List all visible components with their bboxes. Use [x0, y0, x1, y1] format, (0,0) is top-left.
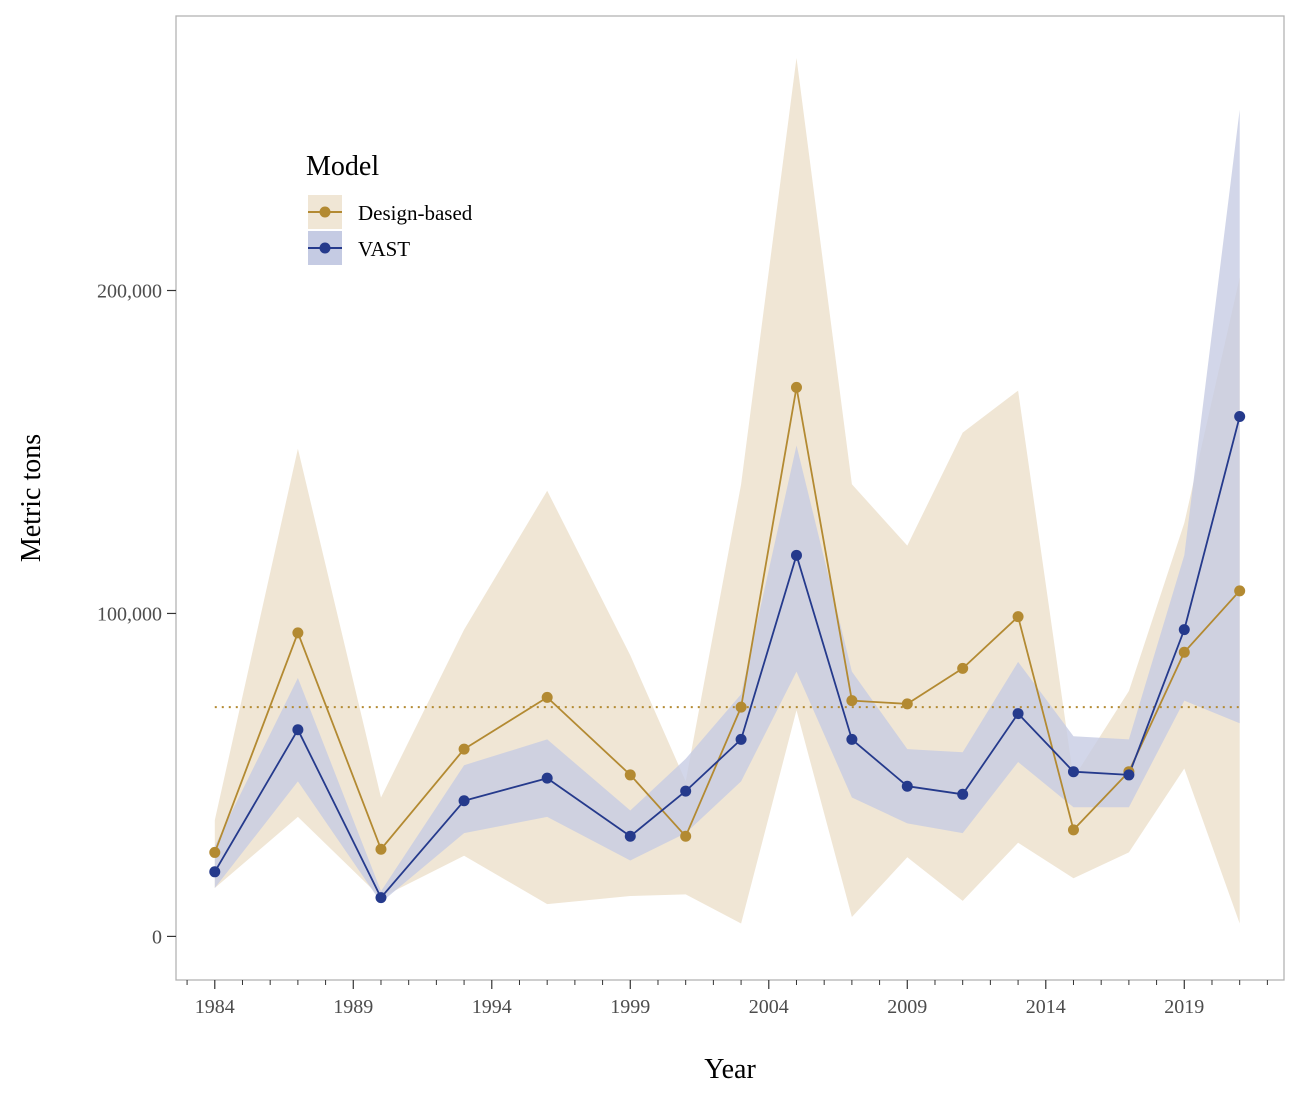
data-point-vast-2013	[1012, 708, 1024, 720]
data-point-design-based-2003	[735, 701, 747, 713]
data-point-vast-2003	[735, 733, 747, 745]
legend-label-vast: VAST	[358, 237, 410, 261]
data-point-vast-2005	[790, 549, 802, 561]
data-point-design-based-2009	[901, 698, 913, 710]
legend: Model Design-based VAST	[306, 151, 473, 265]
x-tick-label: 2009	[887, 996, 927, 1018]
data-point-vast-2011	[957, 788, 969, 800]
y-tick-label: 0	[152, 926, 162, 948]
x-tick-label: 1994	[472, 996, 512, 1018]
y-axis-title: Metric tons	[16, 434, 47, 562]
data-point-vast-2017	[1123, 769, 1135, 781]
x-tick-label: 2004	[749, 996, 789, 1018]
y-tick-label: 200,000	[97, 281, 162, 303]
series-points	[209, 381, 1246, 904]
band-design-based	[214, 58, 1240, 924]
data-point-design-based-1990	[375, 843, 387, 855]
data-point-vast-2015	[1067, 766, 1079, 778]
x-tick-label: 1999	[610, 996, 650, 1018]
x-axis-title: Year	[704, 1054, 756, 1085]
data-point-vast-1990	[375, 892, 387, 904]
data-point-vast-2009	[901, 780, 913, 792]
data-point-design-based-1984	[209, 846, 221, 858]
data-point-design-based-2005	[790, 381, 802, 393]
confidence-bands	[214, 58, 1240, 924]
legend-item-vast: VAST	[308, 231, 410, 265]
axes: 1984 1989 1994 1999 2004 2009 2014 2019 0 100,000…	[97, 281, 1268, 1018]
data-point-vast-2019	[1178, 624, 1190, 636]
legend-point-vast	[319, 242, 331, 254]
data-point-design-based-1993	[458, 743, 470, 755]
data-point-design-based-1987	[292, 627, 304, 639]
data-point-vast-1999	[624, 830, 636, 842]
data-point-design-based-2001	[680, 830, 692, 842]
data-point-design-based-1996	[541, 691, 553, 703]
band-vast	[214, 109, 1240, 903]
data-point-vast-1993	[458, 795, 470, 807]
data-point-design-based-1999	[624, 769, 636, 781]
legend-item-design-based: Design-based	[308, 195, 473, 229]
data-point-vast-1987	[292, 724, 304, 736]
legend-label-design-based: Design-based	[358, 201, 473, 225]
data-point-design-based-2021	[1234, 585, 1246, 597]
x-tick-label: 1984	[195, 996, 235, 1018]
data-point-vast-1996	[541, 772, 553, 784]
legend-title: Model	[306, 151, 379, 182]
y-tick-label: 100,000	[97, 603, 162, 625]
data-point-design-based-2013	[1012, 611, 1024, 623]
data-point-vast-2007	[846, 733, 858, 745]
x-tick-label: 1989	[333, 996, 373, 1018]
data-point-design-based-2019	[1178, 646, 1190, 658]
data-point-vast-1984	[209, 866, 221, 878]
data-point-design-based-2015	[1067, 824, 1079, 836]
data-point-design-based-2011	[957, 662, 969, 674]
data-point-design-based-2007	[846, 695, 858, 707]
x-tick-label: 2019	[1164, 996, 1204, 1018]
x-tick-label: 2014	[1026, 996, 1066, 1018]
data-point-vast-2021	[1234, 410, 1246, 422]
data-point-vast-2001	[680, 785, 692, 797]
legend-point-design-based	[319, 206, 331, 218]
